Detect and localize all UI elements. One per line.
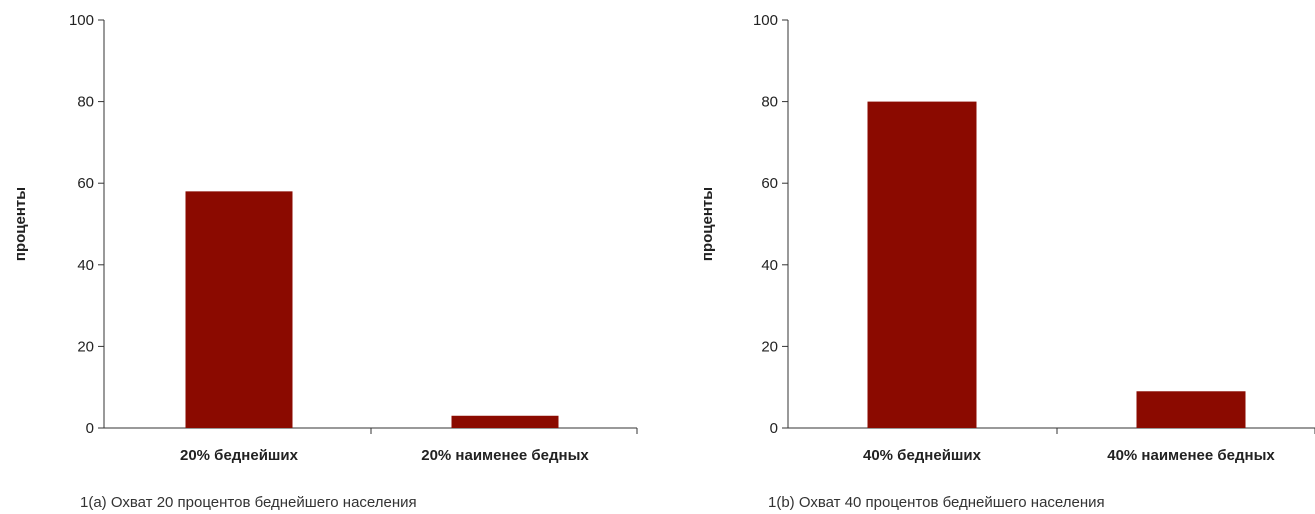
chart-b-y-ticks: 0 20 40 60 80 100 — [753, 12, 1315, 437]
chart-a-bar-1 — [451, 415, 559, 428]
chart-a-bar-0 — [185, 191, 293, 428]
chart-a-category-label-1: 20% наименее бедных — [421, 447, 589, 464]
chart-a-category-label-0: 20% беднейших — [180, 447, 299, 464]
chart-b-bar-1 — [1136, 391, 1246, 428]
chart-b-bars — [867, 101, 1246, 428]
chart-a-y-tick-label-60: 60 — [77, 175, 94, 192]
chart-a-bars — [185, 191, 559, 428]
chart-b-y-tick-label-0: 0 — [770, 420, 778, 437]
chart-a-y-tick-label-40: 40 — [77, 257, 94, 274]
chart-a-y-tick-label-100: 100 — [69, 12, 94, 29]
chart-a-y-axis-title: проценты — [12, 187, 29, 261]
chart-a-y-tick-label-0: 0 — [86, 420, 94, 437]
chart-b-y-tick-label-40: 40 — [761, 257, 778, 274]
chart-a-caption: 1(a) Охват 20 процентов беднейшего насел… — [80, 494, 417, 511]
chart-b-category-labels: 40% беднейших 40% наименее бедных — [863, 447, 1275, 464]
chart-b-category-label-1: 40% наименее бедных — [1107, 447, 1275, 464]
chart-b-y-tick-label-80: 80 — [761, 94, 778, 111]
chart-b-caption: 1(b) Охват 40 процентов беднейшего насел… — [768, 494, 1105, 511]
chart-a-y-ticks: 0 20 40 60 80 100 — [69, 12, 638, 437]
chart-a-category-labels: 20% беднейших 20% наименее бедных — [180, 447, 589, 464]
chart-b-y-tick-label-60: 60 — [761, 175, 778, 192]
chart-b-y-tick-label-100: 100 — [753, 12, 778, 29]
chart-b-category-label-0: 40% беднейших — [863, 447, 982, 464]
chart-a: проценты 0 20 40 60 80 100 20% беднейших 20% н… — [12, 12, 638, 511]
chart-b: проценты 0 20 40 60 80 100 40% беднейших 40% н… — [699, 12, 1315, 511]
chart-b-bar-0 — [867, 101, 977, 428]
chart-a-y-tick-label-80: 80 — [77, 94, 94, 111]
chart-a-y-tick-label-20: 20 — [77, 338, 94, 355]
chart-b-y-axis-title: проценты — [699, 187, 716, 261]
chart-b-y-tick-label-20: 20 — [761, 338, 778, 355]
